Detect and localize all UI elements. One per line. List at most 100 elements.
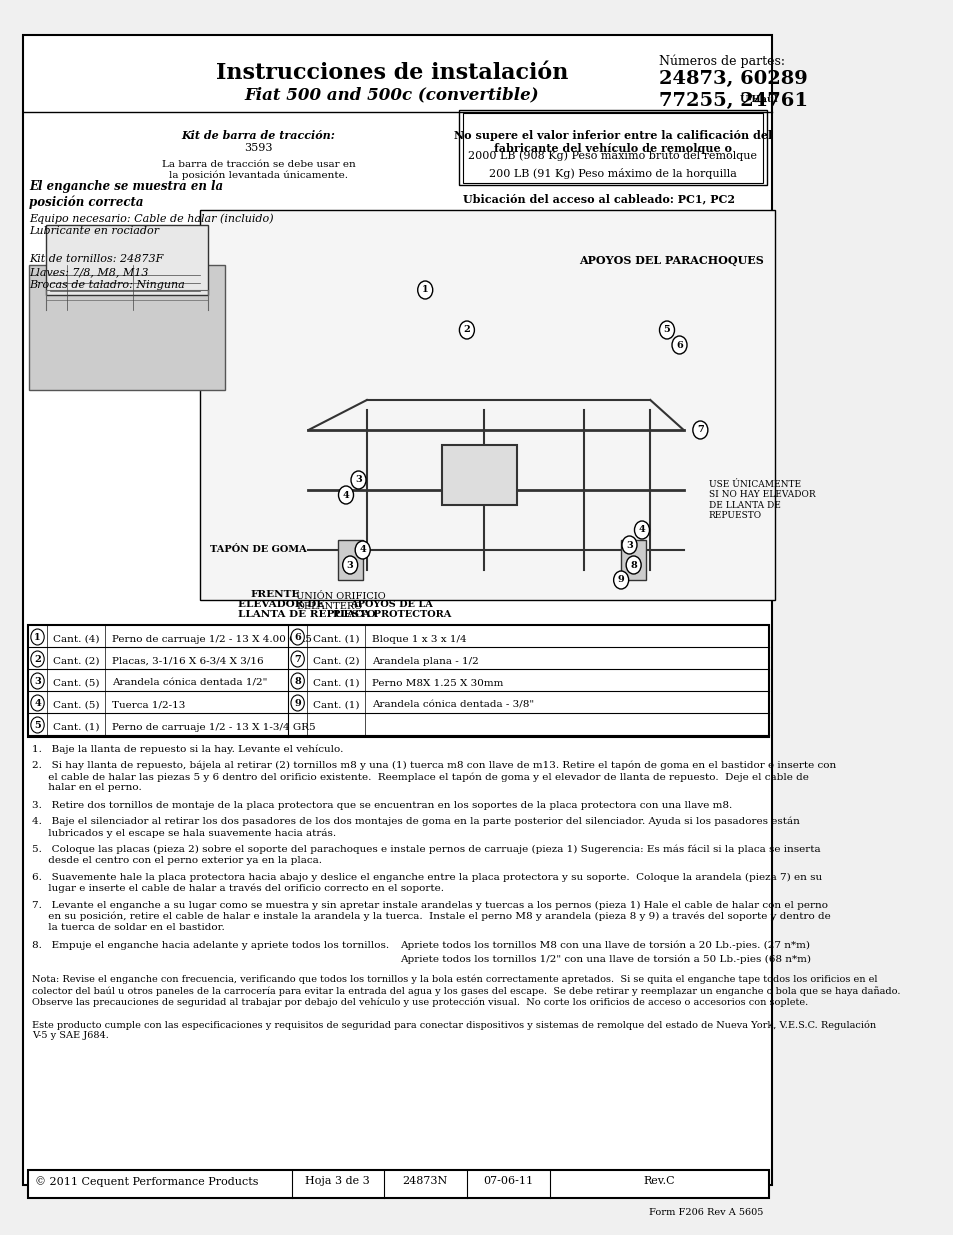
Bar <box>29 1170 768 1198</box>
Text: Cant. (1): Cant. (1) <box>52 722 99 732</box>
Text: 1: 1 <box>34 632 41 641</box>
Text: 2: 2 <box>34 655 41 663</box>
Circle shape <box>30 695 44 711</box>
Circle shape <box>30 629 44 645</box>
Text: 77255, 24761: 77255, 24761 <box>658 91 807 110</box>
Circle shape <box>355 541 370 559</box>
Text: 3: 3 <box>355 475 361 484</box>
Text: 07-06-11: 07-06-11 <box>483 1176 533 1186</box>
Text: Cant. (1): Cant. (1) <box>313 679 359 688</box>
Text: APOYOS DEL PARACHOQUES: APOYOS DEL PARACHOQUES <box>578 254 763 266</box>
Text: 3: 3 <box>347 561 354 569</box>
Bar <box>29 625 768 737</box>
Circle shape <box>351 471 366 489</box>
Text: Cant. (5): Cant. (5) <box>52 701 99 710</box>
Text: 5: 5 <box>34 720 41 730</box>
Text: Cant. (5): Cant. (5) <box>52 679 99 688</box>
Text: Ubicación del acceso al cableado: PC1, PC2: Ubicación del acceso al cableado: PC1, P… <box>462 193 734 204</box>
Circle shape <box>613 571 628 589</box>
Text: 8: 8 <box>630 561 637 569</box>
Text: Cant. (1): Cant. (1) <box>313 635 359 643</box>
Text: ELEVADOR DE
LLANTA DE REPUESTO: ELEVADOR DE LLANTA DE REPUESTO <box>237 600 375 620</box>
Circle shape <box>634 521 649 538</box>
Text: Este producto cumple con las especificaciones y requisitos de seguridad para con: Este producto cumple con las especificac… <box>31 1020 875 1040</box>
Text: Fiat 500 and 500c (convertible): Fiat 500 and 500c (convertible) <box>244 86 538 103</box>
Circle shape <box>342 556 357 574</box>
Text: 200 LB (91 Kg) Peso máximo de la horquilla: 200 LB (91 Kg) Peso máximo de la horquil… <box>488 168 736 179</box>
Bar <box>462 112 762 183</box>
Text: 7: 7 <box>697 426 703 435</box>
Text: 3: 3 <box>34 677 41 685</box>
Text: 4: 4 <box>359 546 366 555</box>
Text: 2000 LB (908 Kg) Peso máximo bruto del remolque: 2000 LB (908 Kg) Peso máximo bruto del r… <box>468 149 757 161</box>
Text: Equipo necesario: Cable de halar (incluido): Equipo necesario: Cable de halar (inclui… <box>30 212 274 224</box>
Text: No supere el valor inferior entre la calificación del
fabricante del vehículo de: No supere el valor inferior entre la cal… <box>454 130 771 154</box>
Text: Arandela cónica dentada - 3/8": Arandela cónica dentada - 3/8" <box>372 701 534 710</box>
Text: Kit de tornillos: 24873F: Kit de tornillos: 24873F <box>30 254 163 264</box>
Text: Placas, 3-1/16 X 6-3/4 X 3/16: Placas, 3-1/16 X 6-3/4 X 3/16 <box>112 657 263 666</box>
Text: 5: 5 <box>663 326 670 335</box>
Text: TAPÓN DE GOMA: TAPÓN DE GOMA <box>210 545 307 555</box>
Circle shape <box>30 673 44 689</box>
Text: UNIÓN ORIFICIO
DELANTERO: UNIÓN ORIFICIO DELANTERO <box>295 592 385 611</box>
Circle shape <box>417 282 433 299</box>
Circle shape <box>625 556 640 574</box>
Text: Nota: Revise el enganche con frecuencia, verificando que todos los tornillos y l: Nota: Revise el enganche con frecuencia,… <box>31 974 900 1007</box>
Text: La barra de tracción se debe usar en
la posición levantada únicamente.: La barra de tracción se debe usar en la … <box>161 161 355 180</box>
Text: Arandela cónica dentada 1/2": Arandela cónica dentada 1/2" <box>112 679 267 688</box>
Text: Kit de barra de tracción:: Kit de barra de tracción: <box>181 130 335 141</box>
Text: Perno M8X 1.25 X 30mm: Perno M8X 1.25 X 30mm <box>372 679 502 688</box>
Bar <box>46 225 208 295</box>
Text: 4.   Baje el silenciador al retirar los dos pasadores de los dos montajes de gom: 4. Baje el silenciador al retirar los do… <box>31 818 799 837</box>
Circle shape <box>291 629 304 645</box>
Text: Números de partes:: Números de partes: <box>658 56 783 68</box>
Circle shape <box>671 336 686 354</box>
Text: 7: 7 <box>294 655 301 663</box>
Circle shape <box>459 321 474 338</box>
Text: 4: 4 <box>34 699 41 708</box>
Text: © 2011 Cequent Performance Products: © 2011 Cequent Performance Products <box>35 1176 258 1187</box>
Circle shape <box>291 673 304 689</box>
Text: Cant. (1): Cant. (1) <box>313 701 359 710</box>
Bar <box>458 110 766 185</box>
Text: Bloque 1 x 3 x 1/4: Bloque 1 x 3 x 1/4 <box>372 635 466 643</box>
Circle shape <box>338 487 354 504</box>
Text: FRENTE: FRENTE <box>250 590 299 599</box>
Text: 6.   Suavemente hale la placa protectora hacia abajo y deslice el enganche entre: 6. Suavemente hale la placa protectora h… <box>31 873 821 893</box>
Text: 3593: 3593 <box>244 143 273 153</box>
Circle shape <box>30 651 44 667</box>
Text: 6: 6 <box>294 632 301 641</box>
Text: Cant. (4): Cant. (4) <box>52 635 99 643</box>
Text: 2.   Si hay llanta de repuesto, bájela al retirar (2) tornillos m8 y una (1) tue: 2. Si hay llanta de repuesto, bájela al … <box>31 761 835 792</box>
Bar <box>200 210 775 600</box>
Text: Brocas de taladro: Ninguna: Brocas de taladro: Ninguna <box>30 280 185 290</box>
Text: 1: 1 <box>421 285 428 294</box>
Text: Perno de carruaje 1/2 - 13 X 1-3/4 GR5: Perno de carruaje 1/2 - 13 X 1-3/4 GR5 <box>112 722 315 732</box>
Circle shape <box>291 651 304 667</box>
Text: Cant. (2): Cant. (2) <box>52 657 99 666</box>
Text: 6: 6 <box>676 341 682 350</box>
Circle shape <box>291 695 304 711</box>
Text: 24873N: 24873N <box>402 1176 447 1186</box>
Text: 9: 9 <box>294 699 301 708</box>
Text: U-Haul: U-Haul <box>739 95 778 104</box>
Bar <box>620 540 645 580</box>
Text: El enganche se muestra en la
posición correcta: El enganche se muestra en la posición co… <box>30 180 223 209</box>
Text: USE ÚNICAMENTE
SI NO HAY ELEVADOR
DE LLANTA DE
REPUESTO: USE ÚNICAMENTE SI NO HAY ELEVADOR DE LLA… <box>708 480 815 520</box>
Circle shape <box>692 421 707 438</box>
Text: Instrucciones de instalación: Instrucciones de instalación <box>215 62 567 84</box>
Text: Lubricante en rociador: Lubricante en rociador <box>30 226 159 236</box>
Text: 5.   Coloque las placas (pieza 2) sobre el soporte del parachoques e instale per: 5. Coloque las placas (pieza 2) sobre el… <box>31 845 820 864</box>
Text: 7.   Levante el enganche a su lugar como se muestra y sin apretar instale arande: 7. Levante el enganche a su lugar como s… <box>31 902 829 931</box>
Text: Apriete todos los tornillos M8 con una llave de torsión a 20 Lb.-pies. (27 n*m): Apriete todos los tornillos M8 con una l… <box>399 941 809 951</box>
Text: Hoja 3 de 3: Hoja 3 de 3 <box>305 1176 370 1186</box>
Bar <box>337 540 362 580</box>
Text: 8: 8 <box>294 677 301 685</box>
Text: APOYOS DE LA
PLACA PROTECTORA: APOYOS DE LA PLACA PROTECTORA <box>333 600 451 620</box>
Text: Llaves: 7/8, M8, M13: Llaves: 7/8, M8, M13 <box>30 267 149 277</box>
Text: 4: 4 <box>342 490 349 499</box>
Text: Tuerca 1/2-13: Tuerca 1/2-13 <box>112 701 185 710</box>
Text: Cant. (2): Cant. (2) <box>313 657 359 666</box>
Text: Arandela plana - 1/2: Arandela plana - 1/2 <box>372 657 478 666</box>
Text: 8.   Empuje el enganche hacia adelante y apriete todos los tornillos.: 8. Empuje el enganche hacia adelante y a… <box>31 941 389 950</box>
